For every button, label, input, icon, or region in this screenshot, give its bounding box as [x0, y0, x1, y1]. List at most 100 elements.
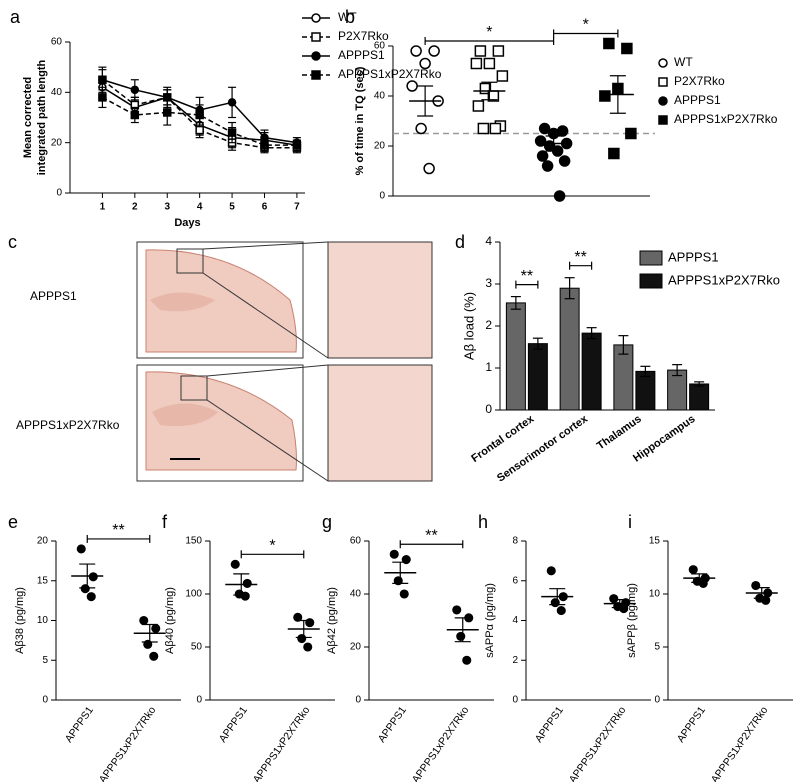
marker: [698, 578, 708, 588]
y-tick-label: 60: [350, 536, 362, 547]
y-tick-label: 50: [191, 642, 203, 653]
zoom-frame: [327, 241, 433, 359]
y-tick-label: 20: [51, 137, 63, 148]
bar: [635, 370, 656, 411]
marker: [496, 70, 509, 82]
marker: [541, 160, 554, 172]
significance-label: **: [521, 268, 533, 285]
y-axis-label: Aβ40 (pg/mg): [164, 587, 176, 654]
marker: [599, 90, 611, 102]
y-tick-label: 0: [379, 191, 385, 202]
marker: [477, 122, 490, 135]
x-tick-label: APPPS1: [217, 704, 250, 744]
marker: [230, 559, 240, 569]
x-tick-label: 4: [197, 202, 203, 213]
x-tick-label: APPPS1xP2X7Rko: [709, 704, 771, 782]
panel-letter: c: [8, 232, 17, 252]
legend-label: P2X7Rko: [338, 29, 389, 43]
marker: [149, 651, 159, 661]
x-tick-label: APPPS1xP2X7Rko: [251, 704, 313, 782]
marker: [415, 122, 427, 135]
y-tick-label: 0: [512, 695, 518, 706]
marker: [227, 98, 237, 107]
legend-marker: [311, 51, 321, 61]
marker: [621, 42, 633, 55]
y-tick-label: 3: [485, 276, 492, 290]
marker: [688, 565, 698, 575]
legend-marker: [658, 77, 668, 87]
panel-letter: b: [345, 7, 355, 27]
y-tick-label: 0: [355, 695, 361, 706]
significance-label: *: [269, 538, 275, 555]
y-tick-label: 2: [512, 655, 518, 666]
marker: [401, 555, 411, 565]
y-axis-label: Mean corrected: [22, 77, 34, 158]
significance-label: **: [574, 249, 586, 266]
brain-structure: [150, 292, 215, 312]
y-tick-label: 1: [485, 360, 492, 374]
legend-label: APPPS1xP2X7Rko: [338, 67, 442, 81]
marker: [151, 623, 161, 634]
marker: [399, 589, 409, 599]
row-label: APPPS1: [30, 289, 77, 303]
marker: [553, 190, 566, 202]
zoom-connector: [202, 241, 329, 250]
marker: [474, 45, 487, 57]
x-tick-label: APPPS1: [533, 704, 566, 744]
y-axis-label: sAPPα (pg/mg): [484, 583, 496, 658]
marker: [410, 45, 422, 57]
panel-letter: d: [455, 232, 465, 252]
y-axis-label: integrated path length: [36, 59, 48, 175]
marker: [195, 110, 204, 120]
x-tick-label: APPPS1: [675, 704, 708, 744]
y-tick-label: 15: [37, 575, 49, 586]
marker: [303, 642, 313, 652]
marker: [456, 631, 466, 641]
y-axis-label: sAPPβ (pg/mg): [626, 583, 638, 658]
y-tick-label: 10: [37, 615, 49, 626]
marker: [603, 37, 615, 50]
y-tick-label: 0: [196, 695, 202, 706]
x-axis-label: Days: [174, 217, 200, 229]
y-tick-label: 20: [350, 642, 362, 653]
marker: [428, 45, 440, 57]
significance-label: **: [112, 522, 124, 539]
legend-label: WT: [338, 10, 357, 24]
y-tick-label: 5: [42, 655, 48, 666]
bar: [581, 332, 602, 411]
marker: [483, 57, 496, 70]
marker: [492, 45, 505, 57]
y-tick-label: 60: [374, 41, 386, 52]
y-tick-label: 100: [185, 589, 202, 600]
x-tick-label: 5: [229, 202, 235, 213]
zoom-connector: [206, 399, 329, 482]
x-tick-label: APPPS1xP2X7Rko: [567, 704, 629, 782]
legend-marker: [311, 13, 321, 23]
y-tick-label: 40: [51, 87, 63, 98]
y-tick-label: 10: [649, 589, 661, 600]
panel-letter: f: [162, 512, 168, 532]
legend-label: APPPS1: [668, 249, 719, 264]
y-tick-label: 0: [56, 188, 62, 199]
zoom-frame: [327, 364, 433, 482]
marker: [162, 108, 172, 117]
marker: [98, 93, 107, 102]
bar: [527, 343, 548, 411]
marker: [139, 615, 149, 626]
marker: [293, 612, 303, 622]
marker: [452, 605, 462, 615]
y-tick-label: 40: [374, 91, 386, 102]
y-tick-label: 6: [512, 575, 518, 586]
panel-letter: a: [10, 7, 21, 27]
zoom-region: [176, 248, 204, 274]
panel-letter: e: [8, 512, 18, 532]
legend-label: APPPS1: [338, 48, 385, 62]
brain-structure: [152, 403, 218, 427]
row-label: APPPS1xP2X7Rko: [16, 418, 120, 432]
y-tick-label: 20: [374, 141, 386, 152]
panel-letter: i: [628, 512, 632, 532]
x-tick-label: Thalamus: [595, 413, 644, 452]
legend-marker: [658, 115, 668, 125]
marker: [558, 155, 571, 167]
marker: [550, 598, 560, 608]
